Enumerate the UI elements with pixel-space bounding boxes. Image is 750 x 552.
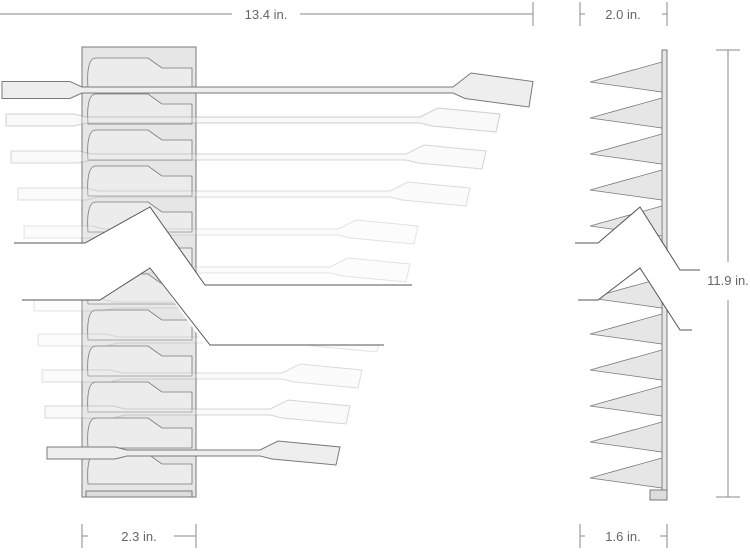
side-fin xyxy=(589,421,663,453)
wrench xyxy=(5,107,501,133)
wrench xyxy=(10,144,487,170)
side-fin xyxy=(589,385,663,417)
break-line-top xyxy=(14,206,412,286)
break-lines xyxy=(0,206,700,346)
side-fin xyxy=(589,349,663,381)
side-fin xyxy=(589,97,663,129)
side-foot xyxy=(649,489,668,501)
side-break-mask xyxy=(575,207,700,330)
overall-width-label: 13.4 in. xyxy=(245,7,288,22)
side-break-line-bottom xyxy=(578,267,692,331)
rack-slot xyxy=(87,93,193,125)
break-mask xyxy=(0,207,420,345)
side-fin xyxy=(589,169,663,201)
break-line-bottom xyxy=(22,267,384,346)
dimension-lines xyxy=(0,2,740,548)
wrench xyxy=(17,181,471,207)
side-depth-bottom-label: 1.6 in. xyxy=(605,529,640,544)
wrench xyxy=(46,440,341,466)
rack-slot xyxy=(87,57,193,89)
wrench xyxy=(44,399,351,425)
side-depth-top-label: 2.0 in. xyxy=(605,7,640,22)
wrench xyxy=(41,363,363,389)
side-fin xyxy=(589,133,663,165)
wrench xyxy=(1,72,534,108)
side-fin xyxy=(589,313,663,345)
front-view-wrenches xyxy=(1,72,534,466)
side-fin xyxy=(589,61,663,93)
rack-slot xyxy=(87,129,193,161)
height-label: 11.9 in. xyxy=(707,273,749,288)
rack-slot xyxy=(87,417,193,449)
wrench xyxy=(23,219,419,245)
side-break-line-top xyxy=(575,206,700,271)
rack-slot xyxy=(87,381,193,413)
side-fin xyxy=(589,457,663,489)
rack-slot xyxy=(87,309,193,341)
rack-slot xyxy=(87,345,193,377)
rack-width-label: 2.3 in. xyxy=(121,529,156,544)
rack-base xyxy=(85,490,193,498)
rack-slot xyxy=(87,165,193,197)
